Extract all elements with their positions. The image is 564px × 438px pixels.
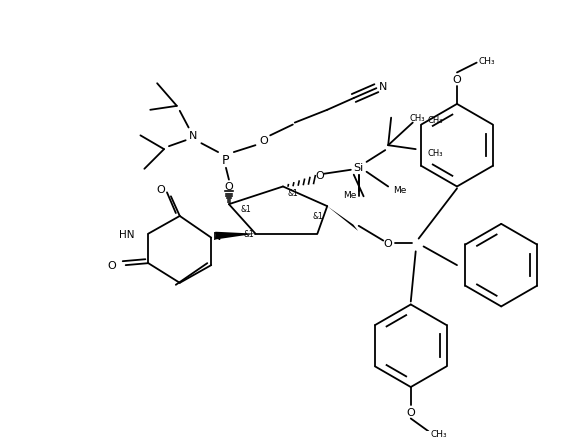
- Text: Si: Si: [354, 162, 364, 173]
- Text: O: O: [315, 170, 324, 180]
- Text: O: O: [157, 185, 165, 195]
- Text: O: O: [224, 182, 233, 192]
- Text: &1: &1: [243, 230, 254, 239]
- Text: CH₃: CH₃: [428, 116, 443, 125]
- Text: CH₃: CH₃: [428, 148, 443, 157]
- Text: &1: &1: [240, 204, 251, 213]
- Text: N: N: [379, 82, 387, 92]
- Polygon shape: [327, 207, 358, 231]
- Text: O: O: [108, 261, 116, 271]
- Text: Me: Me: [393, 186, 407, 194]
- Text: HN: HN: [119, 229, 135, 239]
- Text: O: O: [259, 136, 268, 146]
- Text: CH₃: CH₃: [430, 429, 447, 438]
- Text: N: N: [213, 231, 221, 241]
- Polygon shape: [215, 232, 255, 240]
- Text: O: O: [384, 239, 393, 249]
- Text: O: O: [407, 406, 415, 417]
- Text: &1: &1: [312, 212, 323, 221]
- Text: N: N: [190, 131, 198, 141]
- Text: O: O: [453, 75, 461, 85]
- Text: &1: &1: [288, 188, 298, 198]
- Text: CH₃: CH₃: [410, 114, 425, 123]
- Text: P: P: [222, 154, 230, 167]
- Text: CH₃: CH₃: [479, 57, 495, 66]
- Text: Me: Me: [343, 191, 356, 199]
